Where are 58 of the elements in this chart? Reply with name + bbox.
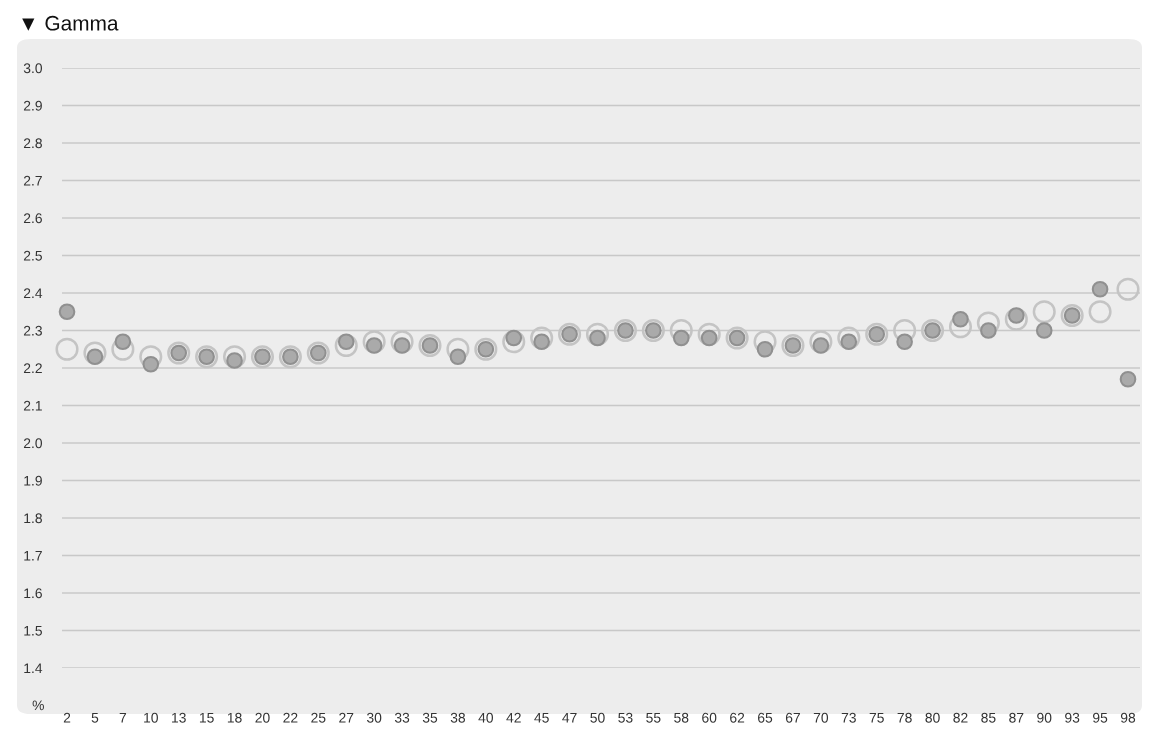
y-tick-label: 1.7 [24, 550, 42, 561]
y-tick-label: 2.7 [23, 175, 42, 186]
x-tick-label: 95 [1093, 712, 1108, 723]
x-tick-label: 78 [897, 712, 912, 723]
x-tick-label: 33 [394, 712, 410, 723]
y-tick-label: 1.4 [24, 663, 43, 674]
x-tick-label: 73 [841, 712, 856, 723]
x-tick-label: 93 [1065, 712, 1080, 723]
x-tick-label: 38 [450, 712, 466, 723]
y-tick-label: 2.2 [23, 363, 42, 374]
y-tick-label: 2.5 [23, 250, 42, 261]
x-tick-label: 5 [91, 712, 99, 723]
y-tick-label: 2.4 [23, 288, 43, 299]
y-tick-label: 2.0 [23, 438, 43, 449]
y-tick-label: 1.5 [24, 625, 42, 636]
x-tick-label: 67 [785, 712, 800, 723]
x-tick-label: 22 [283, 712, 298, 723]
x-tick-label: 65 [758, 712, 773, 723]
x-tick-label: 87 [1009, 712, 1024, 723]
x-tick-label: 85 [981, 712, 996, 723]
y-tick-label: 3.0 [23, 63, 43, 74]
x-tick-label: 35 [422, 712, 438, 723]
x-tick-label: 20 [255, 712, 270, 723]
x-tick-label: 75 [869, 712, 884, 723]
x-tick-label: 27 [339, 712, 354, 723]
x-tick-label: 47 [562, 712, 577, 723]
y-tick-label: 2.9 [23, 100, 42, 111]
x-tick-label: 45 [534, 712, 549, 723]
x-tick-label: 98 [1120, 712, 1136, 723]
x-tick-label: 25 [311, 712, 326, 723]
x-tick-label: 62 [730, 712, 745, 723]
y-tick-label: 1.9 [24, 475, 42, 486]
x-tick-label: 82 [953, 712, 968, 723]
y-tick-label: 2.3 [23, 325, 42, 336]
x-tick-label: 15 [199, 712, 214, 723]
x-tick-label: 53 [618, 712, 633, 723]
x-tick-label: 70 [813, 712, 829, 723]
y-tick-label: 2.1 [23, 400, 42, 411]
x-tick-label: 40 [478, 712, 494, 723]
x-tick-label: 30 [366, 712, 382, 723]
x-tick-label: 18 [227, 712, 242, 723]
x-tick-label: 7 [119, 712, 127, 723]
x-axis-title: % [32, 700, 44, 711]
x-tick-label: 90 [1037, 712, 1052, 723]
y-tick-label: 2.8 [23, 138, 42, 149]
chart-title: ▼ Gamma [22, 15, 119, 31]
x-tick-label: 42 [506, 712, 521, 723]
y-tick-label: 1.6 [24, 588, 42, 599]
y-tick-label: 1.8 [24, 513, 42, 524]
x-tick-label: 50 [590, 712, 605, 723]
y-tick-label: 2.6 [23, 213, 42, 224]
x-tick-label: 13 [172, 712, 186, 723]
x-tick-label: 80 [925, 712, 940, 723]
x-tick-label: 58 [674, 712, 689, 723]
x-tick-label: 60 [702, 712, 717, 723]
x-tick-label: 2 [63, 712, 71, 723]
x-tick-label: 10 [144, 712, 158, 723]
x-tick-label: 55 [646, 712, 661, 723]
